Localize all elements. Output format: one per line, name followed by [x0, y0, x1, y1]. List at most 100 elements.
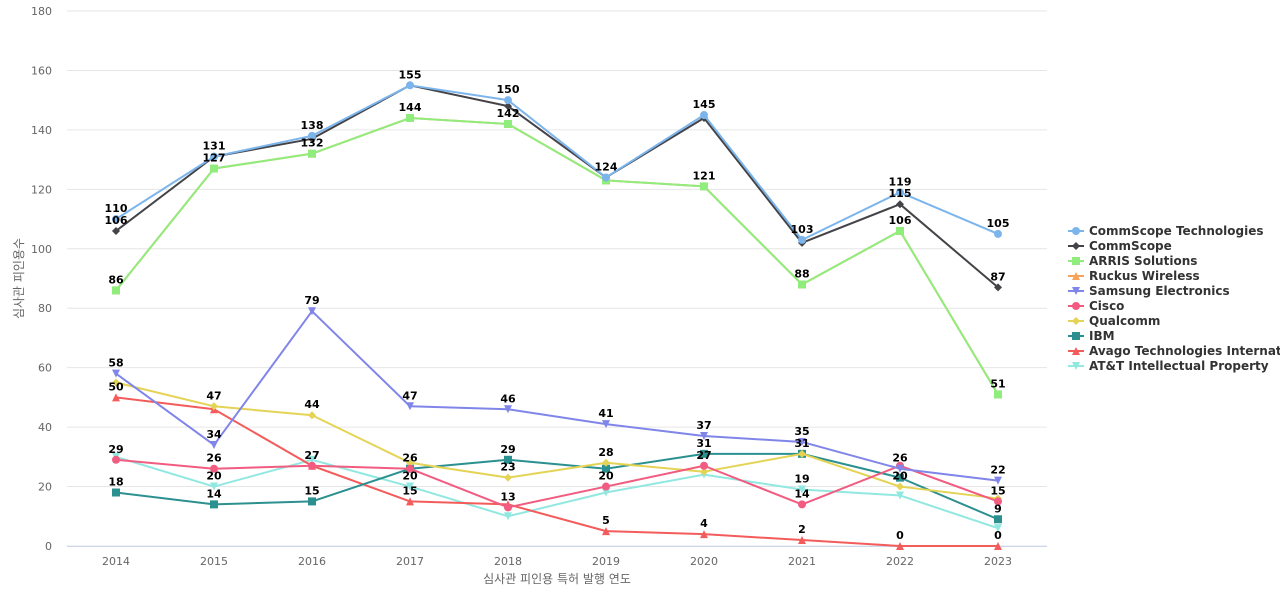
data-point[interactable] [112, 393, 120, 402]
data-point[interactable] [504, 503, 512, 512]
grid-lines [67, 10, 1047, 547]
legend-item-ruckus-wireless[interactable]: Ruckus Wireless [1068, 269, 1200, 283]
legend-item-commscope-technologies[interactable]: CommScope Technologies [1068, 224, 1263, 238]
data-label: 79 [304, 294, 319, 307]
data-point[interactable] [896, 188, 904, 197]
data-point[interactable] [406, 482, 414, 491]
data-point[interactable] [896, 473, 904, 482]
series-at-t-intellectual-property [112, 452, 1002, 533]
data-point[interactable] [994, 476, 1002, 485]
data-point[interactable] [504, 119, 512, 128]
data-point[interactable] [406, 81, 414, 90]
data-point[interactable] [602, 173, 610, 182]
legend-item-qualcomm[interactable]: Qualcomm [1068, 314, 1160, 328]
data-point[interactable] [700, 111, 708, 120]
data-point[interactable] [798, 235, 806, 244]
data-point[interactable] [602, 527, 610, 536]
data-point[interactable] [896, 464, 904, 473]
data-point[interactable] [504, 512, 512, 521]
y-axis-tick-labels: 0 20 40 60 80 100 120 140 160 180 [31, 5, 52, 553]
legend-item-samsung-electronics[interactable]: Samsung Electronics [1068, 284, 1230, 298]
data-point[interactable] [406, 497, 414, 506]
data-label: 46 [500, 392, 516, 405]
legend-item-avago-technologies-internat[interactable]: Avago Technologies Internat... [1068, 344, 1280, 358]
data-point[interactable] [308, 497, 316, 506]
data-point[interactable] [308, 455, 316, 464]
data-point[interactable] [112, 455, 120, 464]
data-point[interactable] [112, 215, 120, 224]
legend-label: Cisco [1089, 299, 1124, 313]
data-point[interactable] [210, 152, 218, 161]
data-label: 145 [693, 98, 716, 111]
data-point[interactable] [602, 488, 610, 497]
data-point[interactable] [602, 482, 610, 491]
data-point[interactable] [504, 96, 512, 105]
data-point[interactable] [308, 149, 316, 158]
data-point[interactable] [602, 464, 610, 473]
data-point[interactable] [308, 307, 316, 316]
data-point[interactable] [700, 432, 708, 441]
data-point[interactable] [406, 402, 414, 411]
data-point[interactable] [896, 226, 904, 235]
data-label: 29 [108, 443, 123, 456]
data-point[interactable] [798, 500, 806, 509]
data-point[interactable] [896, 482, 904, 491]
data-point[interactable] [602, 458, 610, 467]
data-point[interactable] [210, 440, 218, 449]
data-point[interactable] [896, 491, 904, 500]
data-point[interactable] [504, 102, 512, 111]
data-point[interactable] [308, 131, 316, 140]
legend-item-arris-solutions[interactable]: ARRIS Solutions [1068, 254, 1197, 268]
data-point[interactable] [798, 536, 806, 545]
data-point[interactable] [406, 114, 414, 122]
data-point[interactable] [210, 164, 218, 173]
data-point[interactable] [994, 515, 1002, 524]
data-point[interactable] [700, 182, 708, 191]
data-point[interactable] [308, 461, 316, 470]
data-point[interactable] [112, 488, 120, 497]
data-point[interactable] [210, 464, 218, 473]
legend-marker [1072, 257, 1080, 265]
data-point[interactable] [210, 402, 218, 411]
data-point[interactable] [994, 283, 1002, 292]
data-point[interactable] [406, 458, 414, 467]
data-point[interactable] [798, 449, 806, 458]
data-point[interactable] [994, 229, 1002, 238]
legend-item-ibm[interactable]: IBM [1068, 329, 1115, 343]
data-point[interactable] [994, 497, 1002, 506]
data-point[interactable] [112, 286, 120, 295]
data-point[interactable] [700, 467, 708, 476]
data-point[interactable] [602, 420, 610, 429]
x-tick-label: 2016 [298, 555, 326, 568]
data-point[interactable] [308, 411, 316, 420]
data-point[interactable] [504, 405, 512, 414]
data-point[interactable] [994, 542, 1002, 550]
data-point[interactable] [504, 455, 512, 464]
legend-item-cisco[interactable]: Cisco [1068, 299, 1124, 313]
data-point[interactable] [406, 464, 414, 473]
data-point[interactable] [994, 390, 1002, 399]
data-point[interactable] [994, 524, 1002, 533]
data-point[interactable] [112, 378, 120, 387]
data-point[interactable] [798, 280, 806, 289]
data-point[interactable] [700, 461, 708, 470]
data-point[interactable] [210, 500, 218, 509]
data-point[interactable] [700, 449, 708, 458]
data-point[interactable] [896, 200, 904, 209]
data-point[interactable] [504, 473, 512, 482]
x-tick-label: 2015 [200, 555, 228, 568]
data-label: 106 [105, 214, 128, 227]
data-point[interactable] [798, 437, 806, 446]
data-label: 119 [889, 175, 912, 188]
data-point[interactable] [210, 482, 218, 491]
data-point[interactable] [700, 530, 708, 539]
y-tick-label: 0 [45, 540, 52, 553]
data-point[interactable] [112, 226, 120, 235]
data-point[interactable] [112, 369, 120, 378]
legend-item-at-t-intellectual-property[interactable]: AT&T Intellectual Property [1068, 359, 1269, 373]
legend-item-commscope[interactable]: CommScope [1068, 239, 1172, 253]
data-point[interactable] [798, 485, 806, 494]
data-point[interactable] [896, 542, 904, 550]
